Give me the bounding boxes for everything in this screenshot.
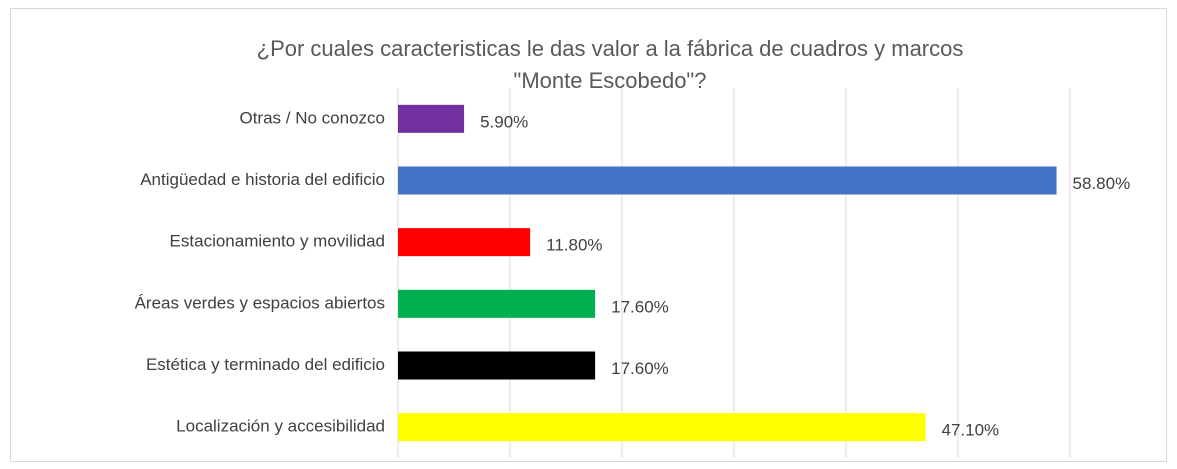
data-label: 58.80% xyxy=(1073,174,1131,193)
y-tick-label: Estética y terminado del edificio xyxy=(146,355,385,374)
y-tick-label: Otras / No conozco xyxy=(239,108,385,127)
bar xyxy=(398,166,1057,195)
data-label: 17.60% xyxy=(611,359,669,378)
chart-title: ¿Por cuales caracteristicas le das valor… xyxy=(257,36,964,61)
bar xyxy=(398,351,596,380)
bar xyxy=(398,228,531,257)
bar xyxy=(398,289,596,318)
data-label: 5.90% xyxy=(480,112,528,131)
y-tick-label: Antigüedad e historia del edificio xyxy=(140,170,385,189)
y-tick-label: Áreas verdes y espacios abiertos xyxy=(135,293,385,312)
data-label: 17.60% xyxy=(611,297,669,316)
bar xyxy=(398,413,926,442)
bar xyxy=(398,104,465,133)
y-tick-label: Localización y accesibilidad xyxy=(176,417,385,436)
chart-frame xyxy=(10,8,1167,462)
data-label: 47.10% xyxy=(942,421,1000,440)
data-label: 11.80% xyxy=(546,236,602,255)
chart-title: "Monte Escobedo"? xyxy=(514,68,707,93)
y-tick-label: Estacionamiento y movilidad xyxy=(170,232,385,251)
